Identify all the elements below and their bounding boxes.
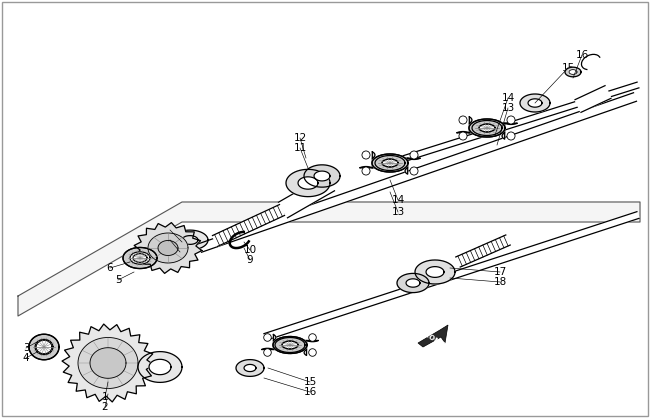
Polygon shape (382, 159, 398, 167)
Polygon shape (149, 359, 171, 375)
Circle shape (362, 167, 370, 175)
Polygon shape (78, 337, 138, 388)
Polygon shape (236, 359, 264, 376)
Text: 13: 13 (391, 207, 404, 217)
Polygon shape (286, 169, 330, 196)
Text: 14: 14 (391, 195, 404, 205)
Polygon shape (469, 119, 505, 137)
Text: 3: 3 (23, 343, 29, 353)
Circle shape (410, 151, 418, 159)
Circle shape (459, 132, 467, 140)
Polygon shape (426, 267, 444, 278)
Text: 8: 8 (166, 225, 174, 235)
Polygon shape (372, 154, 408, 172)
Text: 18: 18 (493, 277, 506, 287)
Polygon shape (273, 336, 307, 354)
Circle shape (507, 132, 515, 140)
Polygon shape (244, 364, 256, 372)
Polygon shape (479, 124, 495, 132)
Polygon shape (18, 202, 640, 316)
Polygon shape (264, 212, 639, 340)
Polygon shape (389, 82, 639, 166)
Polygon shape (282, 341, 298, 349)
Polygon shape (418, 325, 448, 347)
Polygon shape (158, 240, 178, 255)
Polygon shape (275, 337, 305, 352)
Polygon shape (456, 235, 510, 267)
Polygon shape (569, 70, 577, 74)
Text: 16: 16 (304, 387, 317, 397)
Polygon shape (298, 177, 318, 189)
Polygon shape (198, 93, 636, 252)
Polygon shape (90, 348, 126, 378)
Text: 2: 2 (101, 402, 109, 412)
Text: 7: 7 (166, 235, 174, 245)
Polygon shape (314, 171, 330, 181)
Polygon shape (278, 175, 335, 218)
Text: 10: 10 (244, 245, 257, 255)
Text: 13: 13 (501, 103, 515, 113)
Text: 9: 9 (247, 255, 254, 265)
Polygon shape (29, 334, 59, 360)
Text: 12: 12 (293, 133, 307, 143)
Polygon shape (134, 223, 202, 273)
Text: 5: 5 (114, 275, 122, 285)
Text: 15: 15 (304, 377, 317, 387)
Polygon shape (29, 334, 59, 360)
Text: 6: 6 (107, 263, 113, 273)
Polygon shape (133, 254, 147, 263)
Text: 14: 14 (501, 93, 515, 103)
Polygon shape (382, 159, 398, 167)
Polygon shape (479, 124, 495, 132)
Polygon shape (182, 236, 198, 245)
Text: FRONT: FRONT (419, 328, 445, 348)
Polygon shape (457, 117, 517, 139)
Circle shape (264, 334, 271, 341)
Polygon shape (273, 336, 307, 354)
Text: 16: 16 (575, 50, 589, 60)
Polygon shape (261, 334, 318, 355)
Polygon shape (138, 352, 182, 382)
Polygon shape (520, 94, 550, 112)
Polygon shape (282, 341, 298, 349)
Text: 17: 17 (493, 267, 506, 277)
Circle shape (507, 116, 515, 124)
Polygon shape (575, 86, 611, 112)
Polygon shape (148, 233, 188, 263)
Polygon shape (359, 152, 421, 174)
Polygon shape (213, 204, 285, 247)
Polygon shape (375, 155, 405, 171)
Circle shape (459, 116, 467, 124)
Polygon shape (36, 340, 52, 354)
Circle shape (264, 349, 271, 356)
Polygon shape (123, 247, 157, 268)
Polygon shape (62, 324, 154, 402)
Polygon shape (304, 165, 340, 187)
Polygon shape (123, 247, 157, 268)
Text: 4: 4 (23, 353, 29, 363)
Polygon shape (469, 119, 505, 137)
Polygon shape (397, 273, 429, 293)
Circle shape (410, 167, 418, 175)
Circle shape (362, 151, 370, 159)
Text: 15: 15 (562, 63, 575, 73)
Polygon shape (130, 252, 150, 264)
Text: 11: 11 (293, 143, 307, 153)
Polygon shape (415, 260, 455, 284)
Polygon shape (372, 154, 408, 172)
Polygon shape (528, 99, 542, 107)
Polygon shape (406, 279, 420, 287)
Polygon shape (565, 67, 581, 77)
Circle shape (309, 349, 317, 356)
Polygon shape (35, 339, 53, 354)
Polygon shape (172, 230, 208, 250)
Polygon shape (472, 120, 502, 135)
Circle shape (309, 334, 317, 341)
Text: 1: 1 (101, 392, 109, 402)
